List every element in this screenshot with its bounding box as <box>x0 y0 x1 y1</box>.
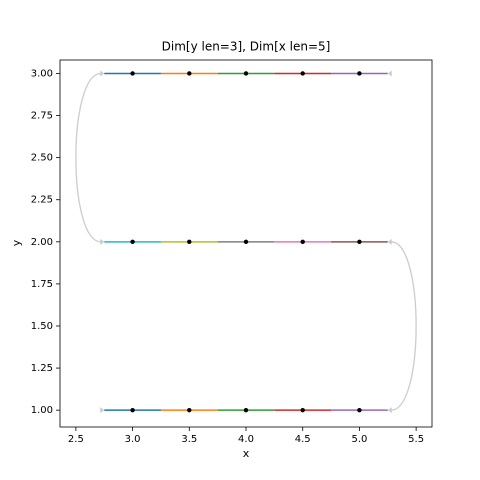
x-tick-label: 5.0 <box>351 434 367 445</box>
x-tick-label: 4.5 <box>295 434 311 445</box>
end-marker <box>387 70 392 77</box>
y-tick-label: 1.50 <box>31 321 53 332</box>
y-tick-label: 1.75 <box>31 279 53 290</box>
y-tick-label: 3.00 <box>31 68 53 79</box>
x-tick-label: 2.5 <box>68 434 84 445</box>
x-axis-label: x <box>243 447 250 460</box>
end-marker <box>100 407 105 414</box>
y-tick-label: 2.50 <box>31 153 53 164</box>
x-tick-label: 4.0 <box>238 434 254 445</box>
y-tick-label: 2.00 <box>31 237 53 248</box>
y-tick-label: 1.00 <box>31 405 53 416</box>
x-tick-label: 5.5 <box>408 434 424 445</box>
x-tick-label: 3.5 <box>181 434 197 445</box>
point <box>130 239 135 245</box>
point <box>243 71 249 76</box>
point <box>300 71 305 76</box>
y-tick-label: 2.75 <box>31 111 53 122</box>
y-tick-label: 1.25 <box>31 363 53 374</box>
connector <box>391 241 417 411</box>
point <box>187 71 192 76</box>
axes-frame <box>59 59 433 428</box>
chart-title: Dim[y len=3], Dim[x len=5] <box>162 40 331 54</box>
point <box>187 239 192 245</box>
point <box>130 407 135 413</box>
y-axis-label: y <box>10 239 23 246</box>
x-tick-label: 3.0 <box>125 434 141 445</box>
connector <box>75 72 101 243</box>
end-marker <box>387 407 392 414</box>
end-marker <box>387 238 392 245</box>
point <box>243 239 249 245</box>
point <box>243 407 249 413</box>
point <box>357 71 362 76</box>
point <box>357 239 362 245</box>
point <box>300 239 305 245</box>
end-marker <box>100 70 105 77</box>
end-marker <box>100 238 105 245</box>
point <box>187 407 192 413</box>
point <box>300 407 305 413</box>
y-tick-label: 2.25 <box>31 195 53 206</box>
point <box>357 407 362 413</box>
point <box>130 71 135 76</box>
